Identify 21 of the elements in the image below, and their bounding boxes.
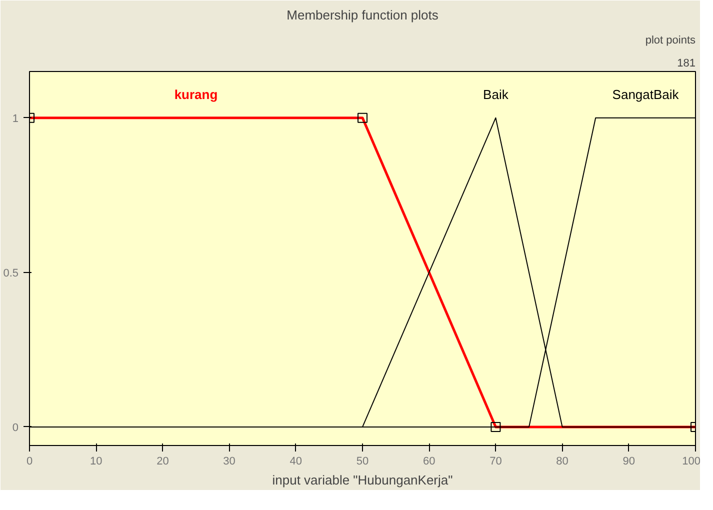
x-tick-label: 90 <box>622 456 636 468</box>
series-label: kurang <box>174 87 218 102</box>
text: 181 <box>677 58 696 70</box>
x-tick-label: 100 <box>682 456 701 468</box>
y-tick-label: 1 <box>12 112 19 125</box>
x-tick-label: 60 <box>422 456 436 468</box>
x-axis-title: input variable "HubunganKerja" <box>272 472 454 488</box>
y-tick-label: 0 <box>12 422 19 434</box>
y-tick-label: 0.5 <box>3 267 19 280</box>
series-label: Baik <box>483 87 509 102</box>
x-tick-label: 10 <box>90 456 102 468</box>
x-tick-label: 30 <box>223 456 236 468</box>
x-tick-label: 0 <box>26 456 33 468</box>
x-tick-label: 40 <box>290 456 302 468</box>
x-tick-label: 20 <box>156 456 169 468</box>
x-tick-label: 80 <box>556 456 568 468</box>
series-label: SangatBaik <box>612 87 680 102</box>
x-tick-label: 50 <box>356 456 369 468</box>
text: plot points <box>645 34 696 46</box>
chart-title: Membership function plots <box>286 8 439 22</box>
x-tick-label: 70 <box>490 456 502 468</box>
